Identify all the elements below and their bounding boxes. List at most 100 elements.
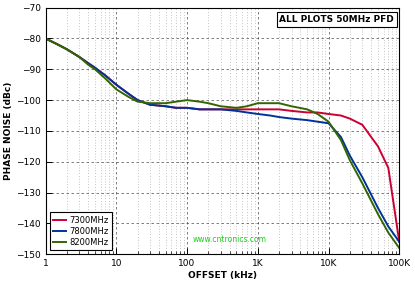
7800MHz	[85, 61, 90, 65]
7800MHz	[56, 43, 61, 46]
7300MHz	[197, 108, 202, 111]
7800MHz	[397, 240, 402, 244]
7800MHz	[305, 118, 310, 122]
7800MHz	[376, 206, 381, 210]
7800MHz	[268, 114, 273, 117]
Text: www.cntronics.com: www.cntronics.com	[193, 235, 266, 244]
7800MHz	[244, 111, 249, 114]
Text: ALL PLOTS 50MHz PFD: ALL PLOTS 50MHz PFD	[279, 15, 394, 24]
7300MHz	[163, 105, 168, 108]
8200MHz	[103, 77, 108, 80]
8200MHz	[376, 212, 381, 216]
7300MHz	[234, 108, 239, 111]
7800MHz	[234, 109, 239, 112]
8200MHz	[135, 100, 140, 103]
Y-axis label: PHASE NOISE (dBc): PHASE NOISE (dBc)	[4, 82, 13, 180]
7300MHz	[126, 92, 131, 96]
7800MHz	[360, 176, 365, 179]
8200MHz	[148, 101, 153, 105]
7300MHz	[255, 108, 260, 111]
8200MHz	[126, 95, 131, 99]
7800MHz	[276, 115, 281, 119]
7300MHz	[206, 108, 211, 111]
8200MHz	[339, 139, 344, 142]
7300MHz	[64, 47, 69, 51]
7300MHz	[185, 106, 190, 110]
8200MHz	[43, 37, 48, 40]
8200MHz	[206, 101, 211, 105]
7800MHz	[339, 135, 344, 139]
7300MHz	[376, 145, 381, 148]
8200MHz	[386, 231, 391, 234]
8200MHz	[347, 158, 352, 162]
8200MHz	[255, 101, 260, 105]
7300MHz	[218, 108, 223, 111]
8200MHz	[276, 101, 281, 105]
7300MHz	[276, 108, 281, 111]
8200MHz	[85, 63, 90, 66]
7800MHz	[218, 108, 223, 111]
7800MHz	[77, 55, 82, 59]
Line: 7800MHz: 7800MHz	[46, 39, 399, 242]
7300MHz	[339, 114, 344, 117]
7300MHz	[114, 83, 119, 86]
8200MHz	[315, 112, 320, 116]
7800MHz	[206, 108, 211, 111]
7300MHz	[77, 55, 82, 59]
8200MHz	[163, 101, 168, 105]
7300MHz	[103, 74, 108, 77]
7800MHz	[148, 103, 153, 106]
7800MHz	[197, 108, 202, 111]
8200MHz	[244, 105, 249, 108]
7800MHz	[114, 83, 119, 86]
7800MHz	[185, 106, 190, 110]
8200MHz	[77, 55, 82, 59]
8200MHz	[114, 88, 119, 91]
Line: 7300MHz: 7300MHz	[46, 39, 399, 242]
7800MHz	[43, 37, 48, 40]
8200MHz	[234, 106, 239, 110]
7300MHz	[43, 37, 48, 40]
7300MHz	[386, 166, 391, 170]
7800MHz	[103, 74, 108, 77]
7300MHz	[397, 240, 402, 244]
8200MHz	[56, 43, 61, 46]
7300MHz	[93, 66, 98, 70]
7300MHz	[347, 117, 352, 120]
8200MHz	[185, 99, 190, 102]
7300MHz	[148, 103, 153, 106]
7300MHz	[85, 61, 90, 65]
8200MHz	[173, 100, 178, 103]
7300MHz	[289, 109, 294, 112]
8200MHz	[305, 108, 310, 111]
7800MHz	[289, 117, 294, 120]
7800MHz	[326, 122, 331, 125]
7300MHz	[315, 111, 320, 114]
7300MHz	[268, 108, 273, 111]
8200MHz	[360, 181, 365, 185]
Legend: 7300MHz, 7800MHz, 8200MHz: 7300MHz, 7800MHz, 8200MHz	[50, 212, 112, 250]
8200MHz	[268, 101, 273, 105]
Line: 8200MHz: 8200MHz	[46, 39, 399, 248]
7800MHz	[64, 47, 69, 51]
8200MHz	[197, 100, 202, 103]
7800MHz	[255, 112, 260, 116]
8200MHz	[218, 105, 223, 108]
7300MHz	[135, 99, 140, 102]
8200MHz	[64, 47, 69, 51]
X-axis label: OFFSET (kHz): OFFSET (kHz)	[188, 271, 257, 280]
7300MHz	[244, 108, 249, 111]
7800MHz	[386, 225, 391, 228]
7800MHz	[173, 106, 178, 110]
7800MHz	[315, 120, 320, 123]
7300MHz	[360, 123, 365, 126]
8200MHz	[397, 246, 402, 250]
7800MHz	[135, 99, 140, 102]
8200MHz	[289, 105, 294, 108]
7800MHz	[163, 105, 168, 108]
7800MHz	[93, 66, 98, 70]
8200MHz	[93, 68, 98, 71]
7800MHz	[126, 92, 131, 96]
7300MHz	[173, 106, 178, 110]
7300MHz	[326, 112, 331, 116]
